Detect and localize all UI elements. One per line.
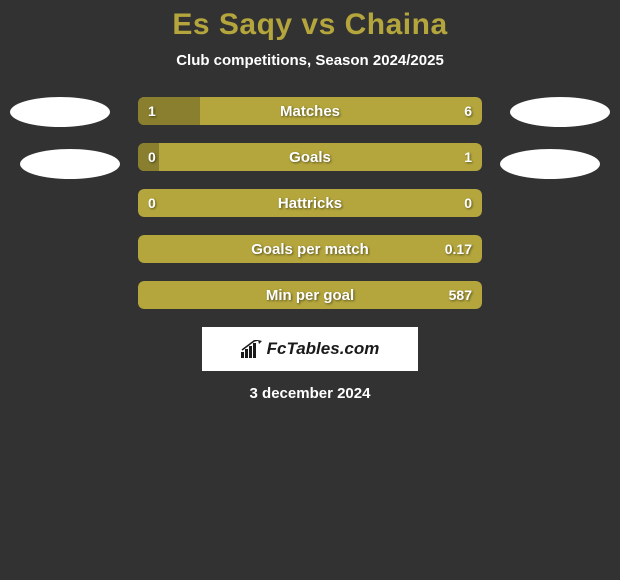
stat-row: 0 Hattricks 0 <box>138 189 482 217</box>
stat-right-value: 6 <box>464 97 472 125</box>
brand-logo: FcTables.com <box>241 339 380 359</box>
stat-right-value: 0.17 <box>445 235 472 263</box>
stat-right-value: 0 <box>464 189 472 217</box>
stat-label: Min per goal <box>138 281 482 309</box>
stat-row: 0 Goals 1 <box>138 143 482 171</box>
stat-label: Goals per match <box>138 235 482 263</box>
stat-row: 1 Matches 6 <box>138 97 482 125</box>
player-photo-left-1 <box>10 97 110 127</box>
stat-bars: 1 Matches 6 0 Goals 1 0 Hattricks 0 <box>138 97 482 309</box>
stat-label: Hattricks <box>138 189 482 217</box>
player-photo-right-1 <box>510 97 610 127</box>
brand-logo-text: FcTables.com <box>267 339 380 359</box>
page-subtitle: Club competitions, Season 2024/2025 <box>0 52 620 69</box>
date-label: 3 december 2024 <box>0 385 620 402</box>
stats-area: 1 Matches 6 0 Goals 1 0 Hattricks 0 <box>0 97 620 309</box>
brand-logo-box: FcTables.com <box>202 327 418 371</box>
bar-chart-icon <box>241 340 263 358</box>
player-photo-left-2 <box>20 149 120 179</box>
stat-label: Goals <box>138 143 482 171</box>
stat-right-value: 1 <box>464 143 472 171</box>
stat-row: Min per goal 587 <box>138 281 482 309</box>
stat-label: Matches <box>138 97 482 125</box>
player-photo-right-2 <box>500 149 600 179</box>
stat-right-value: 587 <box>449 281 472 309</box>
stat-row: Goals per match 0.17 <box>138 235 482 263</box>
page-title: Es Saqy vs Chaina <box>0 8 620 42</box>
comparison-widget: Es Saqy vs Chaina Club competitions, Sea… <box>0 0 620 402</box>
